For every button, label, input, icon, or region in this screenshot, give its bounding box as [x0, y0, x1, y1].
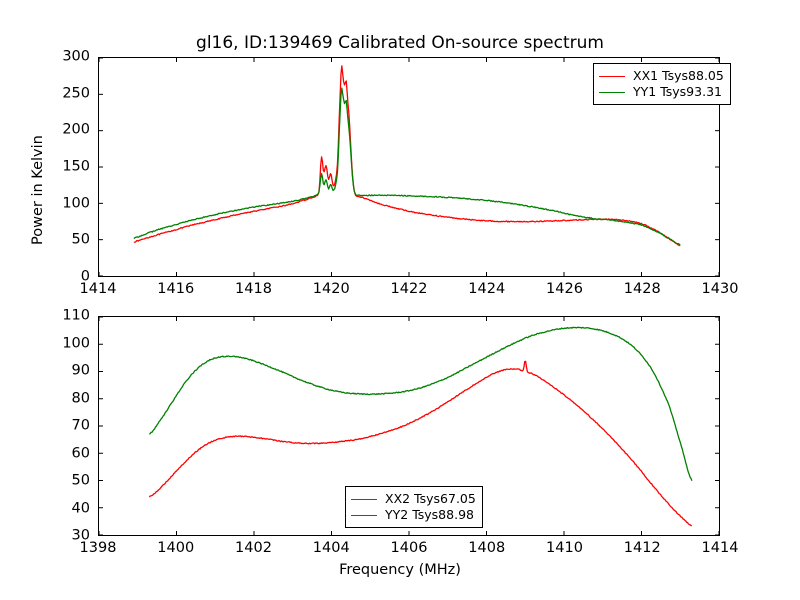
- legend-line-swatch-green: [351, 514, 377, 516]
- y-tick-label: 110: [62, 307, 90, 324]
- x-tick-label: 1400: [157, 540, 195, 556]
- x-tick-label: 1430: [701, 281, 739, 297]
- legend-label: XX2 Tsys67.05: [385, 491, 476, 506]
- y-tick-label: 30: [71, 527, 90, 544]
- y-tick-label: 0: [80, 268, 90, 285]
- legend-item: XX1 Tsys88.05: [599, 68, 724, 84]
- x-tick-label: 1420: [312, 281, 350, 297]
- x-tick-label: 1428: [623, 281, 661, 297]
- y-tick-label: 100: [62, 335, 90, 351]
- y-tick-label: 80: [71, 390, 90, 406]
- y-tick-label: 50: [71, 231, 90, 248]
- x-tick-label: 1408: [468, 540, 506, 556]
- y-tick-label: 300: [62, 48, 90, 65]
- x-tick-label: 1414: [701, 540, 739, 556]
- top-panel-y-axis-label: Power in Kelvin: [30, 135, 46, 245]
- x-tick-label: 1416: [157, 281, 195, 297]
- x-tick-label: 1412: [623, 540, 661, 556]
- y-tick-label: 100: [62, 195, 90, 212]
- x-axis-label: Frequency (MHz): [339, 562, 461, 578]
- x-tick-label: 1404: [312, 540, 350, 556]
- y-tick-label: 70: [71, 417, 90, 434]
- legend-line-swatch-green: [599, 91, 625, 93]
- legend-label: XX1 Tsys88.05: [633, 68, 724, 83]
- top-panel-plot-area: [99, 58, 719, 276]
- x-tick-label: 1422: [390, 281, 428, 297]
- y-tick-label: 150: [62, 158, 90, 175]
- data-series-line: [149, 327, 691, 480]
- legend-item: YY1 Tsys93.31: [599, 84, 724, 100]
- x-tick-label: 1424: [468, 281, 506, 297]
- bottom-panel-plot-area: [99, 317, 719, 535]
- y-tick-label: 90: [71, 362, 90, 379]
- y-tick-label: 200: [62, 121, 90, 138]
- figure-title: gl16, ID:139469 Calibrated On-source spe…: [196, 33, 604, 53]
- x-tick-label: 1410: [546, 540, 583, 556]
- x-tick-label: 1406: [390, 540, 428, 556]
- y-tick-label: 50: [71, 472, 90, 489]
- y-tick-label: 40: [71, 500, 90, 516]
- legend-line-swatch-red: [599, 75, 625, 77]
- x-tick-label: 1418: [235, 281, 272, 297]
- legend-item: XX2 Tsys67.05: [351, 491, 476, 507]
- x-tick-label: 1414: [79, 281, 117, 297]
- legend-line-swatch-red: [351, 498, 377, 500]
- x-tick-label: 1398: [79, 540, 117, 556]
- legend-label: YY1 Tsys93.31: [633, 84, 722, 99]
- x-tick-label: 1402: [235, 540, 272, 556]
- y-tick-label: 60: [71, 445, 90, 461]
- data-series-line: [134, 88, 680, 244]
- x-tick-label: 1426: [546, 281, 583, 297]
- y-tick-label: 250: [62, 85, 90, 102]
- legend-item: YY2 Tsys88.98: [351, 507, 476, 523]
- legend-label: YY2 Tsys88.98: [385, 507, 474, 522]
- top-panel-legend: XX1 Tsys88.05 YY1 Tsys93.31: [593, 63, 731, 105]
- bottom-panel-legend: XX2 Tsys67.05 YY2 Tsys88.98: [345, 486, 483, 528]
- data-series-line: [134, 66, 680, 246]
- data-series-line: [149, 361, 691, 525]
